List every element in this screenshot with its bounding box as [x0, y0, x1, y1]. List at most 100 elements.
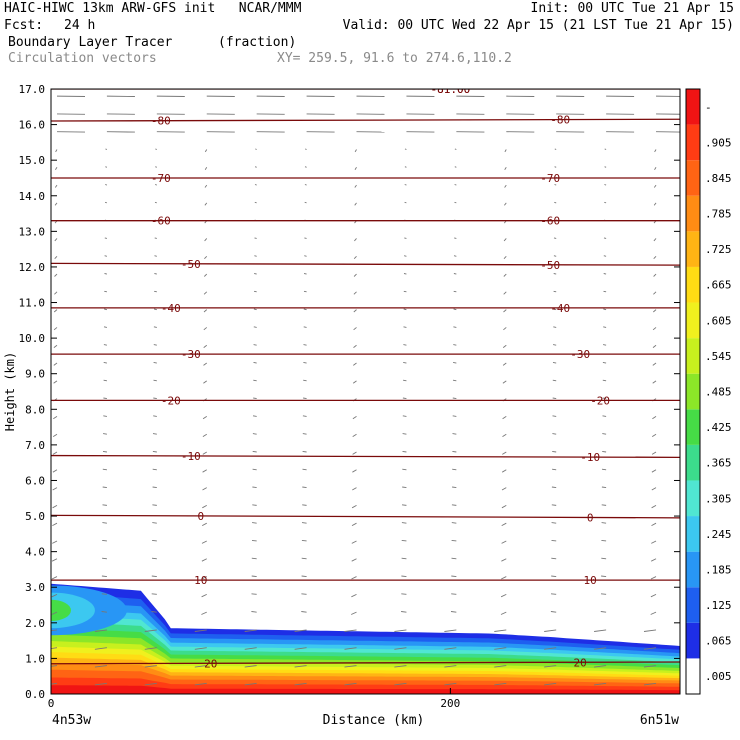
colorbar-swatch — [686, 587, 700, 623]
vector-arrow — [553, 255, 557, 257]
x-left-endpoint: 4n53w — [52, 713, 91, 728]
vector-arrow — [305, 148, 307, 150]
vector-arrow — [104, 201, 108, 204]
isotherm-label: -50 — [181, 258, 201, 271]
vector-arrow — [501, 469, 507, 473]
vector-arrow — [404, 148, 407, 150]
vector-arrow — [352, 451, 357, 455]
vector-arrow — [244, 665, 257, 668]
vector-arrow — [601, 522, 607, 524]
vector-arrow — [650, 558, 657, 562]
vector-arrow — [453, 308, 457, 311]
vector-arrow — [403, 273, 407, 275]
vector-arrow — [403, 308, 407, 311]
vector-arrow — [353, 255, 357, 260]
isotherm-label: -10 — [181, 450, 201, 463]
vector-arrow — [554, 201, 557, 204]
vector-arrow — [494, 682, 507, 686]
vector-arrow — [603, 273, 607, 275]
isotherm-line — [51, 514, 680, 519]
vector-arrow — [401, 539, 407, 542]
vector-arrow — [204, 167, 208, 170]
vector-arrow — [152, 504, 157, 506]
vector-arrow — [352, 487, 357, 491]
colorbar-swatch — [686, 551, 700, 588]
vector-arrow — [294, 647, 307, 650]
vector-arrow — [502, 416, 507, 420]
vector-arrow — [103, 433, 107, 435]
vector-arrow — [494, 629, 507, 632]
tracer-core — [51, 599, 71, 622]
vector-arrow — [302, 450, 307, 453]
vector-arrow — [252, 433, 257, 435]
colorbar-label: .845 — [705, 172, 732, 185]
vector-arrow — [154, 255, 157, 257]
y-tick-label: 1.0 — [25, 652, 45, 665]
vector-arrow — [51, 629, 58, 632]
vector-arrow — [402, 397, 407, 400]
y-tick-label: 8.0 — [25, 403, 45, 416]
vector-arrow — [551, 575, 557, 578]
vector-arrow — [203, 380, 208, 384]
vector-arrow — [253, 344, 257, 346]
vector-arrow — [552, 361, 557, 364]
vector-arrow — [551, 539, 557, 542]
vector-arrow — [452, 415, 457, 417]
vector-arrow — [643, 629, 657, 632]
vector-arrow — [404, 237, 407, 239]
vector-arrow — [204, 238, 208, 242]
y-tick-label: 17.0 — [19, 83, 46, 96]
vector-arrow — [52, 487, 58, 491]
y-tick-label: 4.0 — [25, 546, 45, 559]
vector-arrow — [594, 647, 607, 650]
vector-arrow — [603, 308, 607, 311]
vector-arrow — [352, 416, 357, 420]
y-tick-label: 10.0 — [19, 332, 46, 345]
vector-arrow — [453, 344, 457, 346]
vector-arrow — [404, 166, 407, 168]
vector-arrow — [602, 361, 607, 364]
vector-arrow — [544, 665, 557, 668]
vector-arrow — [544, 647, 557, 650]
vector-arrow — [253, 326, 257, 328]
vector-arrow — [394, 647, 407, 650]
colorbar-label: .665 — [705, 279, 732, 292]
vector-arrow — [302, 415, 307, 417]
vector-arrow — [652, 344, 657, 348]
colorbar-swatch — [686, 622, 700, 659]
vector-arrow — [304, 166, 307, 168]
vector-arrow — [454, 166, 457, 168]
vector-arrow — [303, 379, 307, 382]
vector-arrow — [502, 433, 507, 437]
vector-arrow — [103, 326, 108, 328]
isotherm-label: -50 — [540, 259, 560, 272]
isotherm-line — [51, 454, 680, 458]
x-tick-label: 200 — [440, 697, 460, 710]
vector-arrow — [251, 557, 257, 560]
colorbar-label: .545 — [705, 350, 732, 363]
vector-arrow — [602, 379, 607, 382]
colorbar-label: .785 — [705, 208, 732, 221]
vector-arrow — [404, 201, 407, 204]
vector-arrow — [403, 379, 407, 382]
vector-arrow — [55, 167, 58, 170]
vector-arrow — [651, 504, 657, 509]
vector-arrow — [102, 504, 107, 506]
vector-arrow — [600, 611, 607, 613]
vector-arrow — [53, 309, 58, 313]
vector-arrow — [603, 326, 607, 328]
vector-arrow — [54, 202, 58, 206]
isotherm-label: -20 — [161, 394, 181, 407]
vector-arrow — [502, 380, 507, 384]
colorbar-label: - — [705, 101, 712, 114]
vector-arrow — [651, 451, 657, 455]
vector-arrow — [394, 665, 407, 668]
vector-arrow — [502, 362, 507, 366]
vector-arrow — [650, 593, 657, 598]
vector-arrow — [254, 166, 257, 168]
vector-arrow — [504, 202, 507, 206]
vector-arrow — [554, 148, 557, 150]
vector-arrow — [202, 469, 207, 473]
vector-arrow — [201, 558, 207, 562]
vector-arrow — [153, 379, 157, 382]
